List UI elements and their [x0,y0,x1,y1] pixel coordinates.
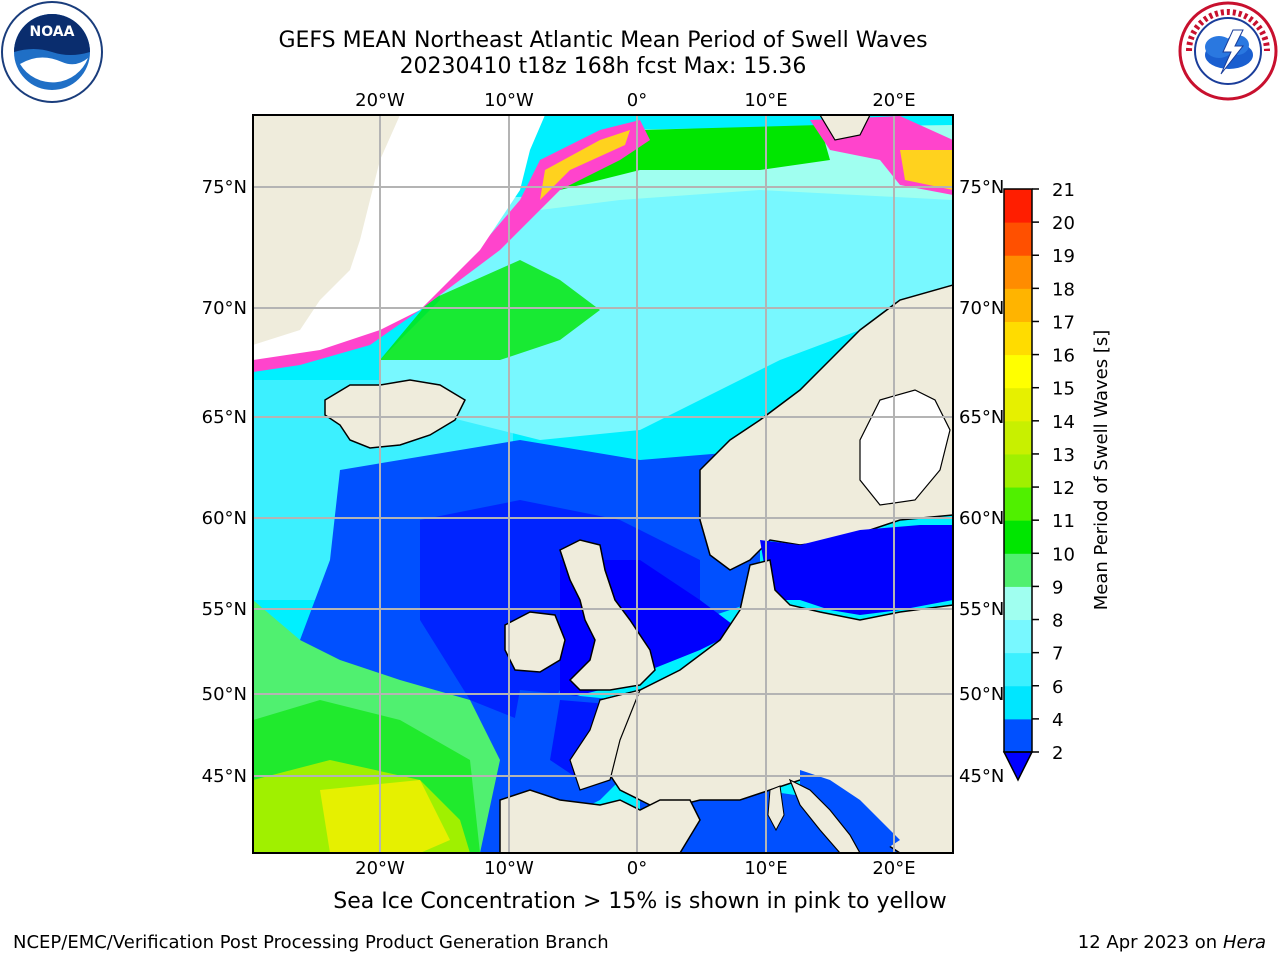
colorbar-segment [1004,553,1032,587]
lon-label: 20°E [872,90,915,111]
colorbar-tick-label: 8 [1052,611,1063,632]
lat-label: 60°N [202,508,247,529]
colorbar-segment [1004,387,1032,422]
colorbar-tick-label: 18 [1052,279,1075,300]
great-britain-land [559,539,656,691]
lon-label: 0° [627,858,647,879]
lon-label: 0° [627,90,647,111]
colorbar-tick-label: 19 [1052,246,1075,267]
lat-label: 75°N [959,177,1004,198]
colorbar-segment [1004,222,1032,256]
lat-labels-right: 75°N 70°N 65°N 60°N 55°N 50°N 45°N [959,177,1004,787]
lon-label: 10°W [484,90,534,111]
colorbar-segment [1004,420,1032,455]
colorbar-tick-label: 16 [1052,346,1075,367]
lat-label: 45°N [202,766,247,787]
lon-label: 20°W [355,858,405,879]
lat-label: 65°N [959,407,1004,428]
colorbar-tick-label: 15 [1052,379,1075,400]
colorbar-tick-label: 14 [1052,412,1075,433]
map-title: GEFS MEAN Northeast Atlantic Mean Period… [278,28,928,53]
map-frame [252,114,954,854]
lat-label: 75°N [202,177,247,198]
iberia-land [499,789,701,853]
colorbar-segment [1004,685,1032,720]
colorbar-segment [1004,718,1032,753]
colorbar-tick-label: 4 [1052,710,1063,731]
colorbar-segment [1004,586,1032,621]
colorbar-tick-label: 9 [1052,577,1063,598]
colorbar-tick-label: 20 [1052,213,1075,234]
footer-credit: NCEP/EMC/Verification Post Processing Pr… [13,932,609,953]
noaa-logo: NOAA [1,1,103,103]
colorbar-label: Mean Period of Swell Waves [s] [1091,330,1112,611]
colorbar-tick-label: 6 [1052,677,1063,698]
lon-label: 10°E [744,90,787,111]
colorbar-under-extend [1002,751,1034,782]
colorbar-tick-label: 17 [1052,312,1075,333]
colorbar-segment [1004,453,1032,488]
colorbar-tick-label: 2 [1052,743,1063,764]
colorbar-segment [1004,619,1032,654]
lat-label: 45°N [959,766,1004,787]
footer-date: 12 Apr 2023 on Hera [1078,932,1266,953]
footer-host: Hera [1222,932,1266,953]
nws-logo [1178,1,1278,101]
lat-label: 60°N [959,508,1004,529]
lon-label: 20°E [872,858,915,879]
colorbar-tick-label: 21 [1052,180,1075,201]
colorbar-segment [1004,321,1032,356]
lat-label: 55°N [959,599,1004,620]
colorbar-tick-label: 10 [1052,544,1075,565]
map-subtitle: 20230410 t18z 168h fcst Max: 15.36 [399,54,807,79]
footer-date-text: 12 Apr 2023 on [1077,932,1223,953]
lat-label: 70°N [959,298,1004,319]
graticule [253,115,953,853]
colorbar-segment [1004,255,1032,289]
colorbar-tick-label: 11 [1052,511,1075,532]
lon-labels-top: 20°W 10°W 0° 10°E 20°E [355,90,915,111]
iceland-land [324,379,466,449]
lat-label: 70°N [202,298,247,319]
lat-label: 50°N [959,684,1004,705]
colorbar-segment [1004,487,1032,521]
greenland-land [253,115,400,345]
lon-label: 10°E [744,858,787,879]
lat-label: 65°N [202,407,247,428]
colorbar-frame [1003,188,1033,753]
colorbar-segment [1004,520,1032,554]
lon-label: 20°W [355,90,405,111]
lat-label: 55°N [202,599,247,620]
lon-labels-bottom: 20°W 10°W 0° 10°E 20°E [355,858,915,879]
colorbar-segment [1004,189,1032,223]
colorbar-segment [1004,288,1032,322]
lon-label: 10°W [484,858,534,879]
noaa-logo-text: NOAA [30,24,75,40]
map-panel [253,115,953,853]
colorbar-segment [1004,354,1032,389]
lat-labels-left: 75°N 70°N 65°N 60°N 55°N 50°N 45°N [202,177,247,787]
colorbar-segment [1004,652,1032,687]
colorbar: 2 4 6 7 8 9 10 11 12 13 14 15 16 17 18 19 20 21 [1002,180,1075,782]
colorbar-tick-label: 12 [1052,478,1075,499]
colorbar-tick-label: 7 [1052,644,1063,665]
lat-label: 50°N [202,684,247,705]
ireland-land [504,611,566,673]
sea-ice-caption: Sea Ice Concentration > 15% is shown in … [333,889,947,914]
colorbar-tick-label: 13 [1052,445,1075,466]
